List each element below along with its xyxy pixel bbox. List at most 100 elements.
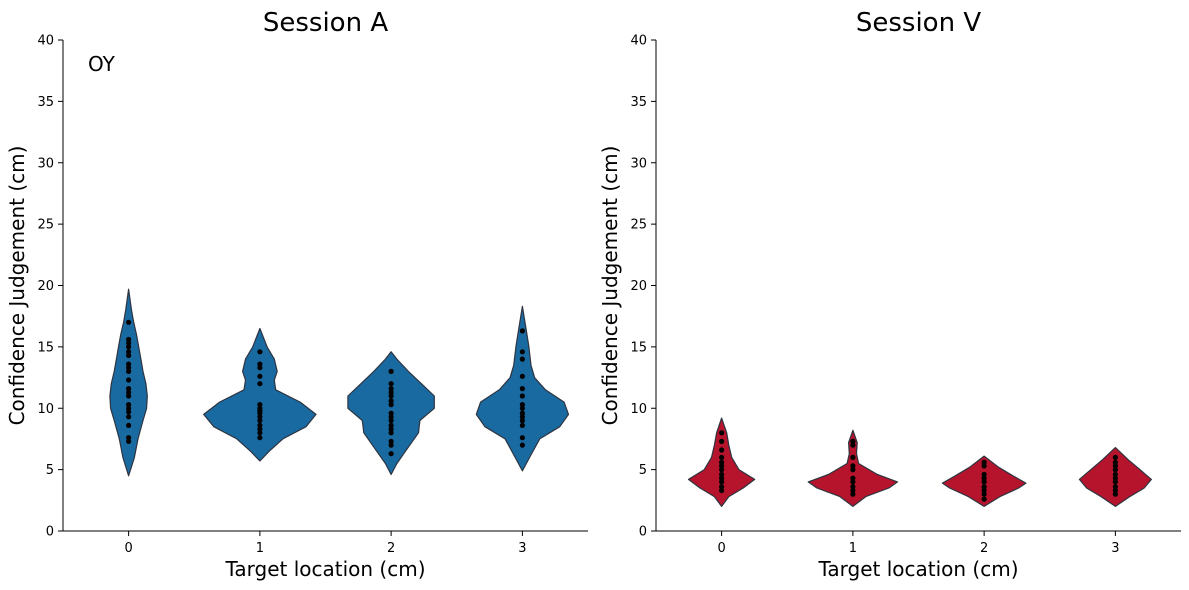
data-point xyxy=(850,454,856,460)
data-point xyxy=(257,402,263,408)
x-axis-label: Target location (cm) xyxy=(817,557,1018,581)
y-tick-label: 40 xyxy=(37,34,54,49)
data-point xyxy=(850,475,856,481)
y-tick-label: 0 xyxy=(46,525,54,540)
x-tick-label: 2 xyxy=(387,541,395,556)
data-point xyxy=(126,361,132,367)
data-point xyxy=(719,479,725,485)
data-point xyxy=(519,442,525,448)
y-tick-label: 25 xyxy=(630,218,647,233)
data-point xyxy=(388,451,394,457)
panel-annotation: OY xyxy=(88,52,116,76)
data-point xyxy=(850,463,856,469)
data-point xyxy=(519,373,525,379)
data-point xyxy=(126,422,132,428)
data-point xyxy=(388,398,394,404)
data-point xyxy=(719,459,725,465)
data-point xyxy=(719,438,725,444)
data-point xyxy=(981,496,987,502)
data-point xyxy=(126,336,132,343)
data-point xyxy=(519,405,525,411)
data-point xyxy=(126,389,132,395)
data-point xyxy=(719,484,725,490)
data-point xyxy=(719,447,725,453)
data-point xyxy=(850,442,856,448)
data-point xyxy=(519,414,525,420)
data-point xyxy=(1112,491,1118,497)
data-point xyxy=(126,319,132,325)
data-point xyxy=(257,361,263,367)
data-point xyxy=(519,422,525,428)
data-point xyxy=(257,381,263,387)
data-point xyxy=(519,435,525,441)
data-point xyxy=(257,365,263,371)
x-tick-label: 3 xyxy=(1111,541,1119,556)
data-point xyxy=(719,467,725,473)
data-point xyxy=(388,422,394,428)
data-point xyxy=(388,442,394,448)
data-point xyxy=(719,475,725,481)
data-point xyxy=(388,386,394,392)
data-point xyxy=(519,417,525,424)
data-point xyxy=(388,393,394,399)
y-tick-label: 5 xyxy=(639,463,647,478)
data-point xyxy=(981,459,987,465)
data-point xyxy=(850,467,856,473)
data-point xyxy=(126,405,132,411)
data-point xyxy=(126,365,132,371)
data-point xyxy=(850,487,856,494)
panel-0: Session A 0 5 10 15 20 25 30 35 40 0 1 2 3 Target loca… xyxy=(5,8,588,581)
data-point xyxy=(388,426,394,432)
data-point xyxy=(126,386,132,392)
chart-title: Session A xyxy=(263,8,388,38)
data-point xyxy=(257,414,263,420)
y-tick-label: 35 xyxy=(630,95,647,110)
data-point xyxy=(126,414,132,420)
data-point xyxy=(388,430,394,436)
data-point xyxy=(126,402,132,408)
data-point xyxy=(1112,459,1118,465)
data-point xyxy=(388,402,394,408)
data-point xyxy=(1112,467,1118,473)
data-point xyxy=(126,438,132,444)
data-point xyxy=(388,381,394,387)
data-point xyxy=(1112,479,1118,485)
data-point xyxy=(981,491,987,497)
data-point xyxy=(1112,484,1118,490)
y-tick-label: 25 xyxy=(37,218,54,233)
x-tick-label: 1 xyxy=(849,541,857,556)
data-point xyxy=(388,389,394,395)
y-tick-label: 15 xyxy=(37,340,54,355)
y-tick-label: 0 xyxy=(639,525,647,540)
data-point xyxy=(126,409,132,415)
violin-1 xyxy=(203,327,317,462)
data-point xyxy=(519,328,525,334)
y-tick-label: 10 xyxy=(630,402,647,417)
y-tick-label: 30 xyxy=(37,156,54,171)
data-point xyxy=(388,410,394,416)
data-point xyxy=(257,435,263,441)
data-point xyxy=(388,417,394,424)
y-tick-label: 10 xyxy=(37,402,54,417)
panel-1: Session V 0 5 10 15 20 25 30 35 40 0 1 2 3 Target loca… xyxy=(598,8,1181,581)
data-point xyxy=(850,438,856,444)
data-point xyxy=(257,349,263,355)
data-point xyxy=(126,377,132,383)
chart-title: Session V xyxy=(856,8,981,38)
y-tick-label: 20 xyxy=(37,279,54,294)
data-point xyxy=(388,438,394,444)
data-point xyxy=(257,422,263,428)
data-point xyxy=(1112,454,1118,460)
data-point xyxy=(126,344,132,350)
y-axis-label: Confidence Judgement (cm) xyxy=(598,146,622,426)
data-point xyxy=(257,426,263,432)
data-point xyxy=(519,402,525,408)
data-point xyxy=(719,471,725,478)
data-point xyxy=(850,479,856,485)
data-point xyxy=(719,430,725,436)
data-point xyxy=(981,463,987,469)
y-tick-label: 30 xyxy=(630,156,647,171)
data-point xyxy=(981,479,987,485)
data-point xyxy=(1112,475,1118,481)
data-point xyxy=(981,471,987,478)
